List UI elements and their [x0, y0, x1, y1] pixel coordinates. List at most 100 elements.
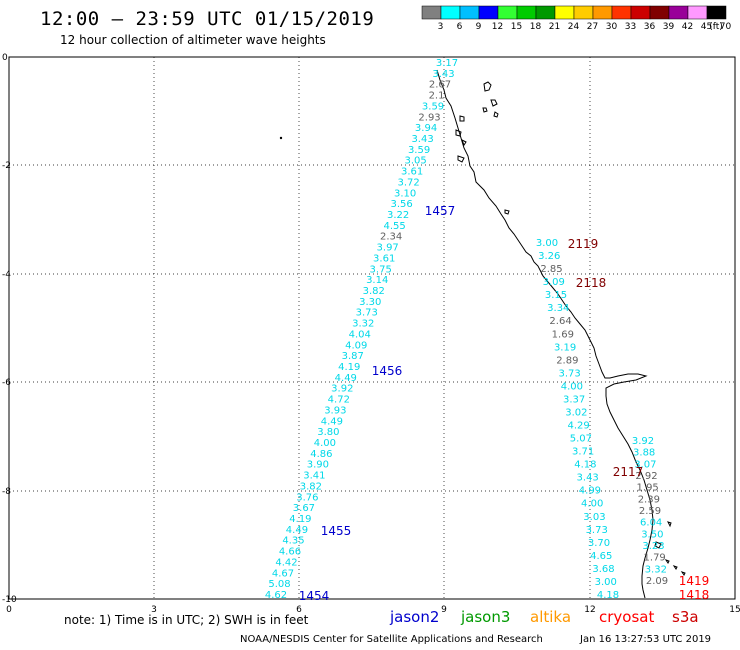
- color-scale-swatch: [649, 5, 670, 20]
- color-scale-label: 36: [644, 22, 656, 32]
- color-scale-label: 45: [701, 22, 712, 32]
- y-tick-label: -2: [2, 161, 11, 171]
- satellite-legend-s3a: s3a: [672, 608, 699, 626]
- y-tick-label: -6: [2, 378, 11, 388]
- wave-height-value: 2.59: [639, 506, 661, 517]
- wave-height-value: 3.37: [563, 394, 585, 405]
- wave-height-value: 3.41: [303, 471, 325, 482]
- wave-height-value: 4.04: [349, 329, 371, 340]
- wave-height-value: 3.03: [583, 512, 605, 523]
- wave-height-value: 3.75: [370, 264, 392, 275]
- color-scale-swatch: [706, 5, 727, 20]
- lat-lon-grid: [9, 57, 735, 599]
- page-title: 12:00 – 23:59 UTC 01/15/2019: [40, 8, 375, 30]
- wave-height-value: 3.61: [401, 167, 423, 178]
- wave-height-value: 4.55: [384, 221, 406, 232]
- color-scale-label: 15: [511, 22, 522, 32]
- color-scale-label: 39: [663, 22, 675, 32]
- y-tick-label: 0: [2, 53, 8, 63]
- wave-height-value: 3.30: [359, 297, 381, 308]
- wave-height-value: 4.35: [282, 536, 304, 547]
- wave-height-value: 3.10: [394, 188, 416, 199]
- wave-height-value: 4.49: [321, 416, 343, 427]
- pass-time-label: 1456: [372, 364, 403, 378]
- wave-height-value: 4.42: [275, 557, 297, 568]
- wave-height-value: 1.95: [637, 483, 659, 494]
- y-tick-label: -8: [2, 487, 11, 497]
- pass-time-label: 1419: [679, 574, 710, 588]
- color-scale-swatch: [516, 5, 537, 20]
- wave-height-value: 3.09: [543, 277, 565, 288]
- wave-height-value: 4.65: [590, 551, 612, 562]
- wave-height-value: 4.49: [286, 525, 308, 536]
- color-scale-label: 24: [568, 22, 580, 32]
- y-tick-label: -4: [2, 270, 11, 280]
- pass-time-label: 1455: [321, 524, 352, 538]
- color-scale-label: 30: [606, 22, 618, 32]
- wave-height-value: 2.34: [380, 232, 402, 243]
- color-scale-swatch: [459, 5, 480, 20]
- wave-height-value: 6.04: [640, 518, 662, 529]
- wave-height-value: 3.90: [307, 460, 329, 471]
- pass-time-label: 1418: [679, 588, 710, 602]
- color-scale-label: 42: [682, 22, 693, 32]
- page-subtitle: 12 hour collection of altimeter wave hei…: [60, 33, 326, 47]
- wave-height-value: 3.05: [404, 156, 426, 167]
- wave-height-value: 1.79: [644, 553, 666, 564]
- color-scale-label: 3: [438, 22, 444, 32]
- wave-height-value: 3.07: [634, 459, 656, 470]
- wave-height-value: 3.32: [645, 564, 667, 575]
- wave-height-value: 3.80: [317, 427, 339, 438]
- wave-height-value: 3.61: [373, 253, 395, 264]
- wave-height-value: 4.99: [579, 486, 601, 497]
- color-scale-swatch: [687, 5, 708, 20]
- x-tick-label: 12: [584, 605, 595, 615]
- wave-height-value: 3.34: [547, 303, 569, 314]
- wave-height-value: 3.32: [352, 319, 374, 330]
- color-scale: 3 6 9 12 15 18 21 24 27 30 33 36 39 42 45 70(ft): [421, 5, 732, 32]
- wave-height-value: 3.43: [411, 134, 433, 145]
- color-scale-label: 18: [530, 22, 542, 32]
- satellite-legend-jason2: jason2: [390, 608, 440, 626]
- wave-height-value: 4.66: [279, 547, 301, 558]
- wave-height-value: 2.89: [556, 355, 578, 366]
- wave-height-value: 2.85: [540, 264, 562, 275]
- axis-ticks: 0 3 6 9 12 15 0 -2 -4 -6 -8 -10: [2, 53, 740, 615]
- pass-time-label: 2119: [568, 237, 599, 251]
- wave-height-value: 3.73: [356, 308, 378, 319]
- color-scale-label: 27: [587, 22, 598, 32]
- wave-height-value: 5.07: [570, 434, 592, 445]
- wave-height-value: 3.70: [588, 538, 610, 549]
- wave-height-value: 4.00: [581, 499, 603, 510]
- wave-height-value: 3.43: [432, 69, 454, 80]
- wave-height-value: 3.00: [536, 238, 558, 249]
- pass-time-label: 1454: [299, 589, 330, 603]
- color-scale-label: 70: [720, 22, 732, 32]
- wave-height-value: 2.92: [635, 471, 657, 482]
- wave-height-value: 3.92: [331, 384, 353, 395]
- wave-height-value: 3.59: [422, 101, 444, 112]
- wave-height-value: 3.26: [538, 251, 560, 262]
- x-tick-label: 9: [441, 605, 447, 615]
- color-scale-label: 6: [457, 22, 463, 32]
- wave-height-value: 3.68: [592, 564, 614, 575]
- wave-height-value: 4.19: [289, 514, 311, 525]
- wave-height-value: 3.02: [565, 407, 587, 418]
- wave-height-value: 2.1: [429, 91, 445, 102]
- color-scale-label: 33: [625, 22, 636, 32]
- wave-height-value: 4.67: [272, 568, 294, 579]
- color-scale-swatch: [668, 5, 689, 20]
- wave-height-value: 5.08: [268, 579, 290, 590]
- wave-height-value: 3.73: [586, 525, 608, 536]
- color-scale-label: 21: [549, 22, 560, 32]
- wave-height-value: 4.62: [265, 590, 287, 601]
- wave-height-value: 3.73: [558, 368, 580, 379]
- wave-height-value: 3.71: [572, 447, 594, 458]
- color-scale-swatch: [440, 5, 461, 20]
- wave-height-value: 3.22: [387, 210, 409, 221]
- footer-credit: NOAA/NESDIS Center for Satellite Applica…: [240, 634, 543, 645]
- legend-note: note: 1) Time is in UTC; 2) SWH is in fe…: [64, 613, 309, 627]
- satellite-legend-cryosat: cryosat: [599, 608, 655, 626]
